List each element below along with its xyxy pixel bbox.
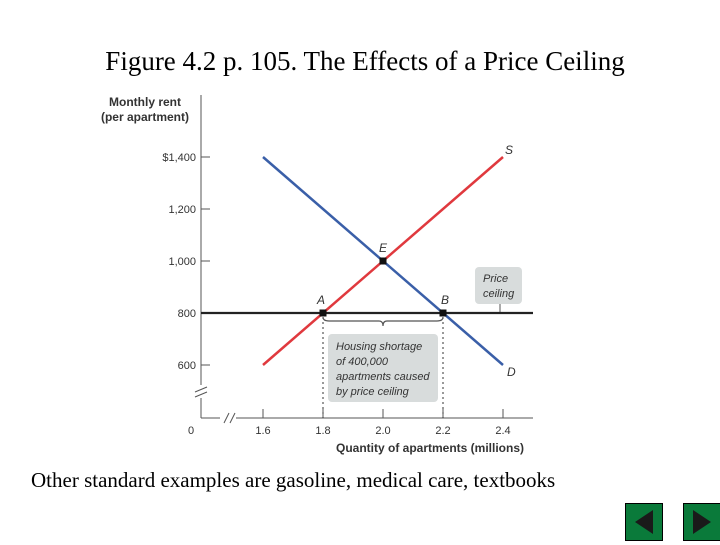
x-tick-label: 1.8 [315,425,330,437]
y-axis-title: Monthly rent [109,95,181,109]
footer-note: Other standard examples are gasoline, me… [31,468,556,492]
x-tick-label: 1.6 [255,425,270,437]
slide-title: Figure 4.2 p. 105. The Effects of a Pric… [105,46,625,76]
x-axis-title: Quantity of apartments (millions) [336,441,524,455]
point-a-marker [319,309,327,317]
point-e-label: E [379,241,388,255]
y-tick-label: $1,400 [162,152,196,164]
y-tick-label: 1,000 [168,256,196,268]
y-axis-break [194,386,208,398]
shortage-annotation-text: Housing shortage [336,341,422,353]
shortage-annotation-text: of 400,000 [336,356,389,368]
next-slide-button[interactable] [683,503,720,541]
triangle-left-icon [635,510,653,534]
previous-slide-button[interactable] [625,503,663,541]
point-b-marker [439,309,447,317]
triangle-right-icon [693,510,711,534]
y-tick-label: 600 [178,360,196,372]
origin-label: 0 [188,425,194,437]
point-b-label: B [441,293,449,307]
supply-curve-label: S [505,143,513,157]
x-tick-label: 2.0 [375,425,390,437]
price-ceiling-label: Price [483,273,508,285]
point-e-marker [379,257,387,265]
x-axis-break [223,412,236,424]
price-ceiling-label-box [475,267,522,304]
price-ceiling-label: ceiling [483,288,515,300]
y-tick-label: 800 [178,308,196,320]
shortage-annotation-box [328,334,438,402]
x-tick-label: 2.2 [435,425,450,437]
x-tick-label: 2.4 [495,425,510,437]
demand-curve-label: D [507,365,516,379]
shortage-bracket [322,316,444,327]
y-tick-label: 1,200 [168,204,196,216]
y-axis-title: (per apartment) [101,110,189,124]
shortage-annotation-text: by price ceiling [336,386,410,398]
point-a-label: A [316,293,325,307]
shortage-annotation-text: apartments caused [336,371,430,383]
